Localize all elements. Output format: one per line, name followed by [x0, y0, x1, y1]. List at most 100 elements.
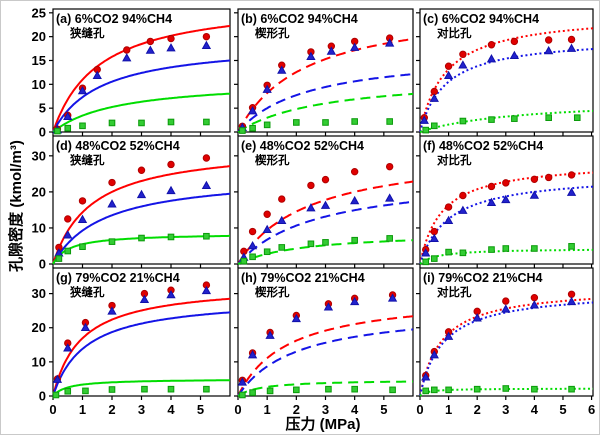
y-tick-label: 25	[32, 5, 46, 20]
x-tick-label: 0	[49, 402, 56, 417]
red-circle-points	[55, 154, 211, 252]
red-circle-points	[422, 171, 576, 254]
panel-g-pore-label: 狭缝孔	[69, 285, 105, 299]
blue-triangle-points	[52, 285, 212, 383]
green-square-point	[430, 255, 438, 262]
green-square-point	[249, 253, 256, 261]
red-circle-point	[502, 179, 510, 187]
red-circle-point	[567, 171, 576, 179]
panel-f-title: (f) 48%CO2 52%CH4	[423, 139, 543, 153]
y-tick-label: 20	[32, 29, 46, 44]
blue-triangle-points	[237, 38, 395, 132]
blue-dashed-curve	[237, 328, 414, 397]
blue-triangle-points	[421, 296, 577, 381]
green-square-point	[64, 124, 72, 132]
green-square-point	[82, 387, 89, 395]
y-tick-label: 0	[39, 125, 46, 140]
panel-e-pore-label: 楔形孔	[255, 153, 290, 167]
blue-triangle-point	[306, 203, 316, 212]
blue-triangle-point	[529, 300, 540, 309]
panel-b-title: (b) 6%CO2 94%CH4	[241, 12, 358, 26]
panel-g-title: (g) 79%CO2 21%CH4	[56, 271, 180, 285]
green-square-point	[79, 122, 86, 130]
green-square-point	[167, 118, 175, 126]
blue-dotted-curve	[419, 185, 594, 265]
x-tick-label: 1	[264, 402, 271, 417]
blue-triangle-point	[458, 60, 468, 69]
blue-triangle-point	[92, 70, 102, 80]
green-square-point	[488, 246, 495, 253]
x-tick-label: 1	[445, 402, 452, 417]
y-tick-label: 30	[32, 148, 46, 163]
green-square-point	[249, 389, 256, 396]
green-square-point	[473, 385, 481, 393]
green-square-points	[422, 114, 581, 134]
blue-solid-curve	[52, 192, 231, 265]
green-square-point	[239, 127, 246, 134]
green-square-points	[239, 118, 393, 134]
y-tick-label: 10	[32, 77, 46, 92]
blue-triangle-point	[77, 85, 88, 95]
red-circle-point	[487, 41, 496, 49]
blue-triangle-point	[385, 38, 395, 47]
green-square-point	[138, 234, 145, 242]
blue-triangle-point	[166, 185, 176, 195]
green-dotted-curve	[419, 248, 593, 265]
blue-triangle-point	[247, 105, 258, 115]
red-solid-curve	[52, 165, 231, 265]
green-square-point	[459, 249, 467, 257]
blue-triangle-point	[350, 195, 360, 205]
x-tick-label: 4	[531, 402, 539, 417]
red-circle-point	[123, 46, 131, 54]
blue-triangle-point	[136, 189, 147, 199]
red-circle-points	[53, 281, 211, 383]
y-tick-label: 0	[39, 389, 46, 404]
red-circle-point	[510, 37, 519, 46]
panel-i-frame	[419, 267, 594, 397]
green-square-point	[266, 387, 274, 395]
green-square-point	[502, 245, 510, 252]
green-solid-curve	[52, 379, 231, 397]
panel-d-title: (d) 48%CO2 52%CH4	[56, 139, 180, 153]
red-circle-points	[240, 162, 394, 256]
blue-triangle-point	[419, 115, 429, 124]
green-square-point	[351, 118, 358, 125]
green-square-point	[108, 119, 116, 127]
red-circle-point	[263, 210, 271, 218]
blue-triangle-points	[239, 193, 395, 261]
green-square-point	[203, 385, 210, 393]
green-square-point	[108, 386, 116, 393]
red-circle-point	[385, 162, 394, 171]
panel-h-title: (h) 79%CO2 21%CH4	[241, 271, 365, 285]
green-dashed-curve	[237, 92, 414, 133]
blue-triangle-points	[419, 43, 577, 124]
blue-triangle-point	[63, 230, 73, 239]
blue-triangle-point	[262, 84, 272, 93]
red-circle-point	[167, 160, 175, 169]
panel-a-pore-label: 狭缝孔	[69, 26, 105, 40]
x-tick-label: 0	[234, 402, 241, 417]
red-circle-point	[307, 181, 315, 190]
red-dotted-curve	[419, 27, 594, 133]
blue-triangle-point	[566, 43, 577, 52]
blue-triangle-point	[166, 289, 176, 299]
red-solid-curve	[52, 24, 231, 133]
blue-dashed-curve	[237, 200, 414, 265]
blue-triangle-point	[247, 240, 258, 250]
green-square-point	[488, 116, 495, 123]
blue-dotted-curve	[419, 301, 594, 397]
green-square-point	[386, 235, 393, 242]
green-square-point	[239, 391, 246, 399]
green-square-point	[351, 236, 358, 244]
x-tick-label: 2	[108, 402, 115, 417]
blue-triangle-point	[429, 350, 439, 359]
green-square-point	[54, 127, 61, 135]
red-circle-point	[487, 182, 496, 191]
blue-triangle-point	[277, 65, 287, 74]
